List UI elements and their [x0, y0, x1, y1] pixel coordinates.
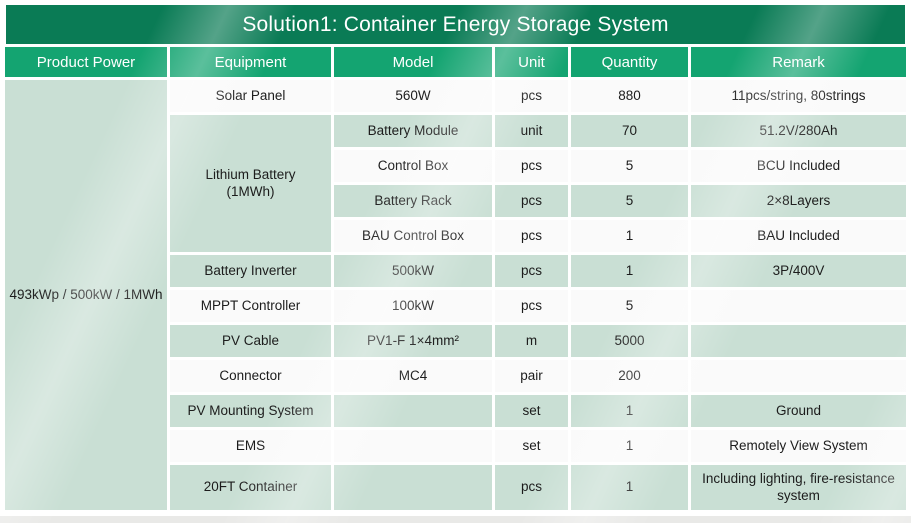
- table-row: 493kWp / 500kW / 1MWh Solar Panel 560W p…: [5, 80, 906, 510]
- unit-cell: unit: [495, 115, 568, 147]
- model-cell: 560W: [334, 80, 492, 112]
- column-header-unit: Unit: [495, 47, 568, 77]
- table-row: Lithium Battery (1MWh) Battery Module un…: [5, 115, 906, 252]
- remark-cell: Including lighting, fire-resistance syst…: [691, 465, 906, 510]
- equipment-cell: Battery Inverter: [170, 255, 331, 287]
- equipment-cell: 20FT Container: [170, 465, 331, 510]
- table-row: PV Mounting System set 1 Ground: [5, 395, 906, 427]
- remark-cell: BCU Included: [691, 150, 906, 182]
- quantity-cell: 1: [571, 255, 688, 287]
- unit-cell: pcs: [495, 465, 568, 510]
- model-cell: 100kW: [334, 290, 492, 322]
- column-header-quantity: Quantity: [571, 47, 688, 77]
- remark-cell: BAU Included: [691, 220, 906, 252]
- remark-cell: [691, 325, 906, 357]
- column-header-product-power: Product Power: [5, 47, 167, 77]
- equipment-cell: Connector: [170, 360, 331, 392]
- remark-cell: 51.2V/280Ah: [691, 115, 906, 147]
- equipment-cell: Lithium Battery (1MWh): [170, 115, 331, 252]
- quantity-cell: 5000: [571, 325, 688, 357]
- equipment-cell: MPPT Controller: [170, 290, 331, 322]
- unit-cell: pcs: [495, 80, 568, 112]
- unit-cell: pcs: [495, 220, 568, 252]
- remark-cell: Ground: [691, 395, 906, 427]
- unit-cell: set: [495, 395, 568, 427]
- table-row: Connector MC4 pair 200: [5, 360, 906, 392]
- column-header-remark: Remark: [691, 47, 906, 77]
- quantity-cell: 5: [571, 185, 688, 217]
- unit-cell: set: [495, 430, 568, 462]
- table-row: 20FT Container pcs 1 Including lighting,…: [5, 465, 906, 510]
- table-row: BAU Control Box pcs 1 BAU Included: [5, 220, 906, 252]
- table-row: Battery Inverter 500kW pcs 1 3P/400V: [5, 255, 906, 287]
- unit-cell: m: [495, 325, 568, 357]
- equipment-label: Lithium Battery (1MWh): [205, 166, 296, 199]
- equipment-cell: PV Mounting System: [170, 395, 331, 427]
- quantity-cell: 200: [571, 360, 688, 392]
- quantity-cell: 880: [571, 80, 688, 112]
- spec-table: Product Power Equipment Model Unit Quant…: [2, 44, 909, 513]
- product-power-cell: 493kWp / 500kW / 1MWh: [5, 80, 167, 510]
- equipment-cell: EMS: [170, 430, 331, 462]
- header-row: Product Power Equipment Model Unit Quant…: [5, 47, 906, 77]
- table-row: EMS set 1 Remotely View System: [5, 430, 906, 462]
- page-title: Solution1: Container Energy Storage Syst…: [242, 12, 669, 36]
- unit-cell: pcs: [495, 150, 568, 182]
- equipment-cell: PV Cable: [170, 325, 331, 357]
- quantity-cell: 1: [571, 220, 688, 252]
- model-cell: [334, 430, 492, 462]
- table-row: MPPT Controller 100kW pcs 5: [5, 290, 906, 322]
- model-cell: Control Box: [334, 150, 492, 182]
- column-header-model: Model: [334, 47, 492, 77]
- model-cell: Battery Module: [334, 115, 492, 147]
- quantity-cell: 5: [571, 290, 688, 322]
- quantity-cell: 70: [571, 115, 688, 147]
- model-cell: [334, 465, 492, 510]
- remark-cell: [691, 290, 906, 322]
- model-cell: MC4: [334, 360, 492, 392]
- model-cell: Battery Rack: [334, 185, 492, 217]
- model-cell: PV1-F 1×4mm²: [334, 325, 492, 357]
- model-cell: 500kW: [334, 255, 492, 287]
- table-row: Control Box pcs 5 BCU Included: [5, 150, 906, 182]
- column-header-equipment: Equipment: [170, 47, 331, 77]
- quantity-cell: 1: [571, 430, 688, 462]
- table-row: Battery Rack pcs 5 2×8Layers: [5, 185, 906, 217]
- unit-cell: pcs: [495, 290, 568, 322]
- footer-strip: [0, 516, 911, 523]
- remark-cell: 3P/400V: [691, 255, 906, 287]
- unit-cell: pcs: [495, 255, 568, 287]
- unit-cell: pcs: [495, 185, 568, 217]
- model-cell: [334, 395, 492, 427]
- quantity-cell: 1: [571, 465, 688, 510]
- model-cell: BAU Control Box: [334, 220, 492, 252]
- remark-cell: [691, 360, 906, 392]
- remark-cell: 11pcs/string, 80strings: [691, 80, 906, 112]
- table-row: PV Cable PV1-F 1×4mm² m 5000: [5, 325, 906, 357]
- unit-cell: pair: [495, 360, 568, 392]
- remark-cell: Remotely View System: [691, 430, 906, 462]
- quantity-cell: 5: [571, 150, 688, 182]
- remark-cell: 2×8Layers: [691, 185, 906, 217]
- title-bar: Solution1: Container Energy Storage Syst…: [6, 5, 905, 44]
- equipment-cell: Solar Panel: [170, 80, 331, 112]
- quantity-cell: 1: [571, 395, 688, 427]
